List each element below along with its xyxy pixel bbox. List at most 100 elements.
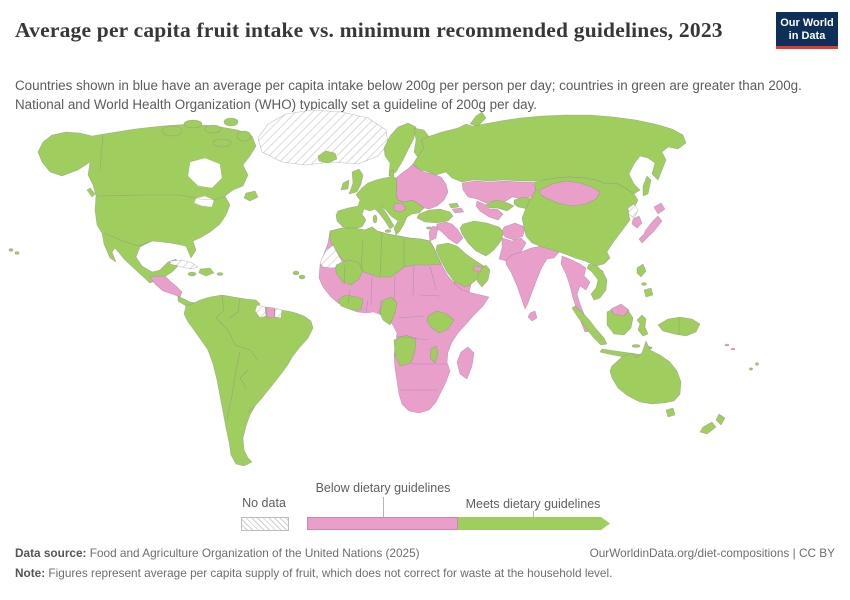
legend-below-tick [383, 497, 384, 517]
region-japan-hokkaido[interactable] [653, 202, 666, 215]
region-kenya-uganda[interactable] [426, 310, 455, 334]
region-afghanistan[interactable] [501, 222, 526, 241]
owid-logo: Our World in Data [776, 12, 838, 49]
region-cape-verde[interactable] [298, 274, 306, 280]
legend-below-swatch[interactable] [307, 517, 458, 530]
region-south-america[interactable] [183, 294, 314, 467]
owid-link[interactable]: OurWorldinData.org/diet-compositions | C… [589, 546, 835, 560]
region-malawi[interactable] [429, 345, 439, 364]
region-armenia-azerbaijan[interactable] [451, 207, 465, 214]
region-iran[interactable] [459, 220, 505, 257]
region-tasmania[interactable] [665, 407, 676, 418]
world-map[interactable] [0, 103, 850, 478]
region-arctic-island[interactable] [204, 124, 222, 134]
hudson-bay [187, 157, 223, 189]
note-label: Note: [15, 566, 46, 580]
footer-source-row: Data source: Food and Agriculture Organi… [15, 546, 835, 560]
region-arctic-island[interactable] [236, 130, 252, 142]
region-fiji[interactable] [749, 367, 753, 371]
region-ireland[interactable] [340, 179, 350, 191]
region-north-korea[interactable] [627, 203, 639, 219]
legend-no-data-swatch[interactable] [241, 517, 289, 531]
region-madagascar[interactable] [456, 346, 475, 380]
region-novaya-zemlya[interactable] [469, 111, 487, 127]
data-source-label: Data source: [15, 546, 87, 560]
region-vietnam[interactable] [586, 263, 608, 301]
region-united-kingdom[interactable] [348, 168, 364, 195]
region-cape-verde[interactable] [292, 270, 300, 276]
region-lesser-sunda[interactable] [631, 344, 641, 348]
region-japan-honshu[interactable] [638, 215, 663, 244]
region-sri-lanka[interactable] [527, 310, 538, 322]
region-hispaniola[interactable] [198, 267, 215, 277]
sa-country-borders [215, 294, 259, 421]
region-india[interactable] [505, 245, 560, 310]
region-sicily[interactable] [384, 229, 392, 233]
legend-meets-label: Meets dietary guidelines [465, 497, 601, 511]
region-jordan[interactable] [428, 225, 439, 242]
region-central-america[interactable] [149, 275, 183, 298]
region-guyana[interactable] [254, 304, 267, 319]
region-hawaii[interactable] [14, 251, 20, 255]
region-mindanao[interactable] [643, 287, 654, 298]
region-mali[interactable] [335, 259, 364, 286]
region-sumatra[interactable] [571, 305, 608, 346]
region-new-zealand-south[interactable] [699, 421, 717, 435]
region-sulawesi[interactable] [636, 314, 649, 337]
region-turkmenistan[interactable] [475, 200, 504, 221]
region-arctic-island[interactable] [223, 117, 239, 127]
owid-logo-line2: in Data [788, 30, 826, 42]
region-jamaica[interactable] [187, 271, 197, 277]
footer-note-row: Note: Figures represent average per capi… [15, 566, 835, 580]
region-suriname[interactable] [265, 306, 276, 319]
region-north-america[interactable] [37, 123, 257, 284]
chart-subtitle: Countries shown in blue have an average … [15, 78, 802, 112]
africa-country-borders [343, 232, 446, 391]
owid-logo-line1: Our World [780, 17, 834, 29]
region-sakhalin[interactable] [642, 175, 652, 197]
region-newfoundland[interactable] [243, 190, 259, 202]
region-iceland[interactable] [317, 150, 338, 164]
region-turkey[interactable] [416, 208, 454, 224]
legend-meets-tick [533, 511, 534, 517]
region-cote-divoire-ghana[interactable] [337, 294, 364, 311]
region-french-guiana[interactable] [274, 307, 283, 319]
region-georgia[interactable] [448, 202, 460, 209]
region-luzon[interactable] [636, 263, 647, 278]
region-australia[interactable] [609, 340, 682, 405]
region-hawaii[interactable] [8, 248, 14, 252]
region-puerto-rico[interactable] [216, 272, 224, 276]
region-angola[interactable] [393, 334, 417, 367]
na-country-borders [95, 133, 226, 247]
region-vancouver-island[interactable] [86, 187, 96, 198]
region-solomon-islands[interactable] [724, 343, 730, 347]
region-fiji[interactable] [755, 362, 759, 366]
region-mongolia[interactable] [539, 180, 601, 207]
legend-below-label: Below dietary guidelines [315, 481, 451, 495]
world-map-svg[interactable] [0, 103, 850, 478]
legend-meets-swatch[interactable] [458, 517, 610, 530]
data-source-text: Food and Agriculture Organization of the… [86, 546, 420, 560]
region-visayas[interactable] [641, 282, 647, 286]
region-uzbekistan[interactable] [485, 199, 515, 212]
region-cameroon-gabon[interactable] [378, 296, 398, 326]
region-greenland[interactable] [257, 109, 389, 166]
region-syria-iraq[interactable] [435, 221, 464, 245]
data-source: Data source: Food and Agriculture Organi… [15, 546, 420, 560]
region-arctic-island[interactable] [212, 138, 232, 148]
region-malaysian-borneo[interactable] [610, 303, 630, 317]
region-scandinavia[interactable] [383, 122, 417, 177]
region-south-korea[interactable] [631, 215, 643, 229]
page-title: Average per capita fruit intake vs. mini… [15, 18, 723, 42]
region-western-europe[interactable] [335, 169, 425, 236]
region-corsica-sardinia[interactable] [372, 214, 378, 224]
region-new-zealand-north[interactable] [715, 413, 726, 426]
region-uae[interactable] [472, 265, 483, 273]
region-solomon-islands[interactable] [730, 347, 736, 351]
note-text: Figures represent average per capita sup… [45, 566, 613, 580]
region-arctic-island[interactable] [183, 119, 203, 129]
legend-no-data-label: No data [242, 496, 286, 510]
region-balkans[interactable] [393, 202, 407, 213]
region-cuba[interactable] [169, 259, 199, 270]
region-arctic-island[interactable] [161, 125, 183, 137]
